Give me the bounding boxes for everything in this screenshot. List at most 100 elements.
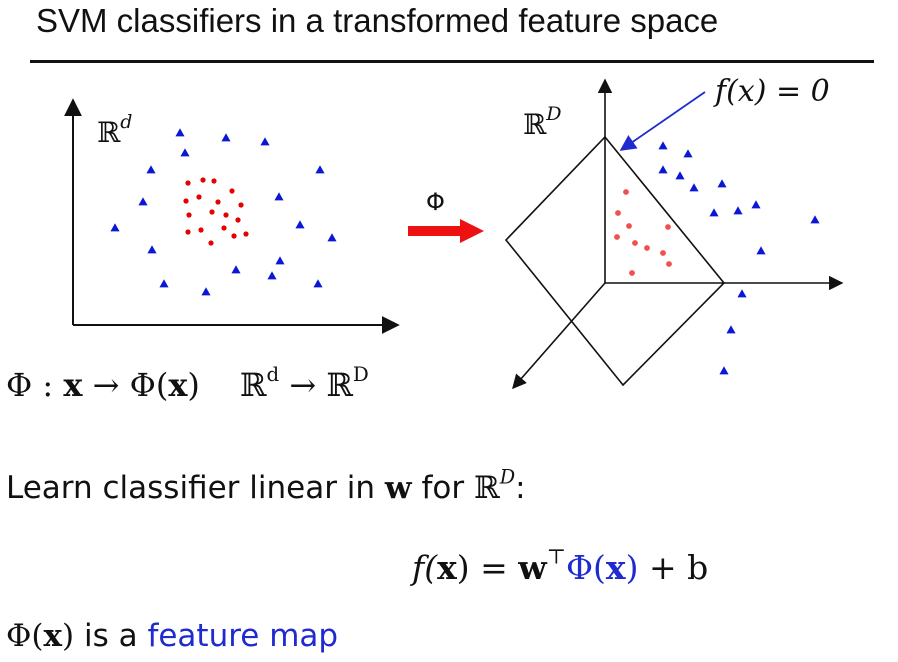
blue-class-point [737,289,747,298]
formula-phi-x: x [605,548,626,587]
formula-x: x [437,548,457,587]
feature-map-link[interactable]: feature map [147,618,339,654]
boundary-pointer [619,91,706,151]
blue-class-point [175,128,185,137]
blue-class-point [221,133,231,142]
feature-phi-close: ) [62,618,75,654]
red-class-point [208,240,214,246]
red-class-point [200,177,206,183]
blue-class-point [313,279,323,288]
red-class-point [209,209,215,215]
map-input-x: x [63,366,83,404]
blue-class-point [689,183,699,192]
blue-class-point [138,197,148,206]
blue-class-point [733,206,743,215]
space-to-dim: D [352,363,369,387]
red-class-point [660,250,666,256]
red-class-point [238,202,244,208]
map-phi-arg: x [168,366,188,404]
red-class-point [221,225,227,231]
blue-class-point [295,220,305,229]
input-space-label: ℝd [97,111,132,149]
phi-map-arrow: Φ [408,188,484,243]
blue-class-point [315,165,325,174]
red-class-point [196,194,202,200]
blue-class-point [658,165,668,174]
blue-class-point [726,325,736,334]
learn-w: w [384,470,412,506]
blue-class-point [675,171,685,180]
red-class-point [614,234,620,240]
blue-class-point [275,256,285,265]
mapping-definition: Φ : x → Φ(x) ℝd → ℝD [6,363,369,404]
space-to: ℝ [326,366,353,404]
blue-class-point [147,245,157,254]
red-class-point [183,198,189,204]
blue-class-point [267,271,277,280]
red-class-point [231,233,237,239]
space-from: ℝ [239,366,267,404]
input-space: ℝd [64,98,400,334]
red-class-point [665,224,671,230]
title-rule [30,60,874,63]
blue-class-point [717,179,727,188]
red-class-point [243,231,249,237]
learn-space-dim: D [499,465,516,489]
formula-phi-close: ) [625,548,639,587]
red-class-point [229,188,235,194]
feature-phi-open: Φ( [6,618,44,654]
blue-class-point [180,148,190,157]
red-class-point [632,240,638,246]
red-class-point [211,178,217,184]
feature-space: ℝD f(x) = 0 [504,74,844,390]
red-class-point [626,223,632,229]
feature-x: x [43,618,62,654]
feature-middle: is a [74,618,148,654]
separating-plane [504,135,726,387]
phi-arrow-label: Φ [426,188,445,216]
blue-class-point [201,287,211,296]
formula-plus-b: + b [638,548,709,587]
blue-class-point [751,200,761,209]
feature-map-statement: Φ(x) is a feature map [6,618,338,654]
formula-transpose: ⊤ [546,544,566,569]
blue-class-point [683,149,693,158]
phi-symbol: Φ [6,366,33,404]
map-colon: : [32,366,64,404]
blue-class-point [260,137,270,146]
learn-middle: for [411,470,474,506]
red-class-point [185,180,191,186]
feature-y-axis [512,282,606,390]
feature-points [614,141,820,375]
red-class-point [615,210,621,216]
formula-phi-open: Φ( [565,548,606,587]
formula-w: w [518,548,547,587]
input-points [110,128,337,296]
red-class-point [223,212,229,218]
blue-class-point [709,208,719,217]
space-from-dim: d [266,363,280,387]
classifier-formula: f(x) = w⊤Φ(x) + b [412,544,709,587]
red-class-point [629,270,635,276]
red-class-point [666,261,672,267]
learn-statement: Learn classifier linear in w for ℝD: [6,467,526,506]
learn-suffix: : [515,470,526,506]
learn-space: ℝ [473,470,500,506]
space-arrow: → [279,366,327,404]
formula-f-close: ) = [456,548,519,587]
red-class-point [623,189,629,195]
blue-class-point [810,215,820,224]
blue-class-point [719,366,729,375]
red-class-point [198,227,204,233]
red-class-point [644,245,650,251]
blue-class-point [327,233,337,242]
blue-class-point [159,279,169,288]
red-class-point [235,217,241,223]
feature-space-label: ℝD [523,103,562,141]
blue-class-point [146,165,156,174]
map-arrow: → [82,366,130,404]
map-phi-open: Φ( [129,366,169,404]
learn-prefix: Learn classifier linear in [6,470,385,506]
blue-class-point [231,265,241,274]
